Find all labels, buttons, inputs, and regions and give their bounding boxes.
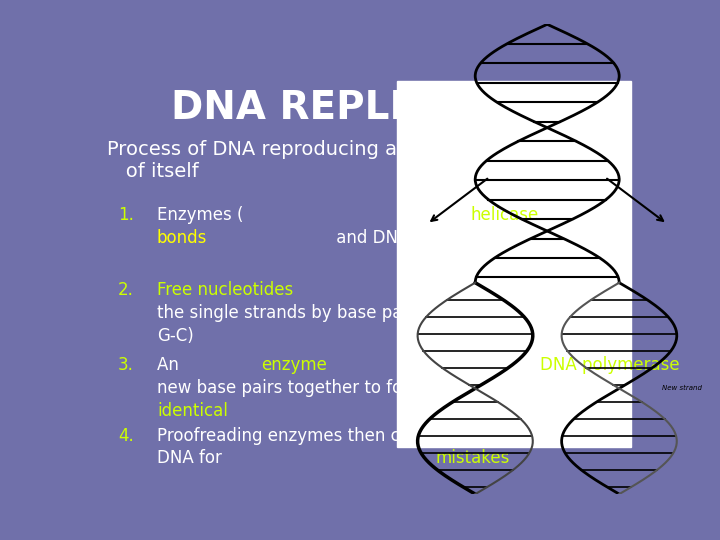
Text: Process of DNA reproducing an exact copy
   of itself: Process of DNA reproducing an exact copy… [107,140,521,181]
Text: strands: strands [470,402,538,420]
Text: 2.: 2. [118,281,134,299]
Text: identical: identical [157,402,228,420]
Text: Proofreading enzymes then check the new: Proofreading enzymes then check the new [157,427,511,444]
Text: mistakes: mistakes [436,449,510,468]
FancyBboxPatch shape [397,82,631,447]
Text: and DNA molecule “unzips”: and DNA molecule “unzips” [331,229,567,247]
Text: New strand: New strand [662,386,703,392]
Text: 1.: 1. [118,206,134,224]
Text: bonds: bonds [157,229,207,247]
Text: DNA polymerase: DNA polymerase [540,356,680,374]
Text: in the cytoplasm binds to: in the cytoplasm binds to [714,281,720,299]
Text: (: ( [470,356,482,374]
Text: 3.: 3. [118,356,134,374]
Text: DNA REPLICATION: DNA REPLICATION [171,90,567,128]
Text: helicase: helicase [470,206,539,224]
Text: new base pairs together to form 2: new base pairs together to form 2 [157,379,451,397]
Text: 4.: 4. [118,427,134,444]
Text: the single strands by base pairing (A-T and: the single strands by base pairing (A-T … [157,304,513,322]
Text: enzyme: enzyme [261,356,328,374]
Text: DNA for: DNA for [157,449,227,468]
Text: Enzymes (: Enzymes ( [157,206,243,224]
Text: Free nucleotides: Free nucleotides [157,281,293,299]
Text: G-C): G-C) [157,327,194,345]
Text: An: An [157,356,184,374]
